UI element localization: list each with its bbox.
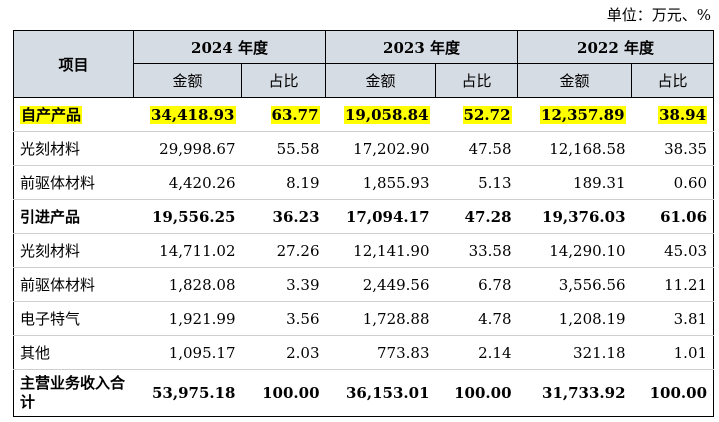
table-cell: 3.39 bbox=[241, 267, 326, 302]
table-cell: 38.35 bbox=[631, 131, 715, 166]
header-year-2023: 2023 年度 bbox=[325, 30, 519, 64]
table-cell: 14,711.02 bbox=[133, 233, 242, 268]
table-cell: 8.19 bbox=[241, 165, 326, 200]
table-cell: 3.56 bbox=[241, 301, 326, 336]
table-cell: 5.13 bbox=[435, 165, 518, 200]
table-cell: 45.03 bbox=[631, 233, 715, 268]
header-year-2022: 2022 年度 bbox=[517, 30, 715, 64]
table-cell: 52.72 bbox=[462, 105, 512, 124]
table-row: 光刻材料 14,711.02 27.26 12,141.90 33.58 14,… bbox=[13, 233, 715, 268]
table-cell: 1,855.93 bbox=[325, 165, 436, 200]
table-cell: 11.21 bbox=[631, 267, 715, 302]
table-cell: 100.00 bbox=[241, 369, 326, 417]
table-cell: 19,376.03 bbox=[517, 199, 632, 234]
table-cell: 55.58 bbox=[241, 131, 326, 166]
header-ratio: 占比 bbox=[240, 63, 327, 98]
table-cell: 29,998.67 bbox=[133, 131, 242, 166]
table-cell: 1,095.17 bbox=[133, 335, 242, 370]
header-amount: 金额 bbox=[133, 63, 242, 98]
table-cell: 17,094.17 bbox=[325, 199, 436, 234]
row-label: 主营业务收入合计 bbox=[13, 369, 134, 417]
table-cell: 47.58 bbox=[435, 131, 518, 166]
table-row: 前驱体材料 4,420.26 8.19 1,855.93 5.13 189.31… bbox=[13, 165, 715, 200]
table-cell: 4.78 bbox=[435, 301, 518, 336]
table-cell: 0.60 bbox=[631, 165, 715, 200]
row-label: 自产产品 bbox=[20, 106, 83, 124]
table-row-total: 主营业务收入合计 53,975.18 100.00 36,153.01 100.… bbox=[13, 369, 715, 417]
table-cell: 27.26 bbox=[241, 233, 326, 268]
table-row: 光刻材料 29,998.67 55.58 17,202.90 47.58 12,… bbox=[13, 131, 715, 166]
table-cell: 2.14 bbox=[435, 335, 518, 370]
table-cell: 34,418.93 bbox=[149, 105, 236, 124]
table-cell: 1.01 bbox=[631, 335, 715, 370]
header-ratio: 占比 bbox=[435, 63, 519, 98]
table-cell: 63.77 bbox=[270, 105, 320, 124]
table-row: 引进产品 19,556.25 36.23 17,094.17 47.28 19,… bbox=[13, 199, 715, 234]
row-label: 引进产品 bbox=[13, 199, 134, 234]
row-label: 前驱体材料 bbox=[13, 165, 134, 200]
table-cell: 2,449.56 bbox=[325, 267, 436, 302]
table-cell: 1,828.08 bbox=[133, 267, 242, 302]
table-cell: 3,556.56 bbox=[517, 267, 632, 302]
table-cell: 36,153.01 bbox=[325, 369, 436, 417]
table-cell: 38.94 bbox=[658, 105, 708, 124]
table-cell: 33.58 bbox=[435, 233, 518, 268]
table-cell: 61.06 bbox=[631, 199, 715, 234]
table-cell: 19,556.25 bbox=[133, 199, 242, 234]
row-label: 光刻材料 bbox=[13, 233, 134, 268]
table-cell: 189.31 bbox=[517, 165, 632, 200]
table-cell: 1,208.19 bbox=[517, 301, 632, 336]
unit-note: 单位：万元、% bbox=[606, 6, 711, 24]
table-row: 前驱体材料 1,828.08 3.39 2,449.56 6.78 3,556.… bbox=[13, 267, 715, 302]
header-item: 项目 bbox=[13, 30, 134, 98]
table-cell: 14,290.10 bbox=[517, 233, 632, 268]
row-label: 前驱体材料 bbox=[13, 267, 134, 302]
table-row: 电子特气 1,921.99 3.56 1,728.88 4.78 1,208.1… bbox=[13, 301, 715, 336]
table-row: 其他 1,095.17 2.03 773.83 2.14 321.18 1.01 bbox=[13, 335, 715, 370]
table-cell: 12,141.90 bbox=[325, 233, 436, 268]
table-cell: 321.18 bbox=[517, 335, 632, 370]
row-label: 光刻材料 bbox=[13, 131, 134, 166]
row-label: 电子特气 bbox=[13, 301, 134, 336]
table-cell: 1,921.99 bbox=[133, 301, 242, 336]
header-amount: 金额 bbox=[517, 63, 633, 98]
table-cell: 17,202.90 bbox=[325, 131, 436, 166]
table-cell: 100.00 bbox=[631, 369, 715, 417]
table-cell: 19,058.84 bbox=[344, 105, 430, 124]
table-cell: 100.00 bbox=[435, 369, 518, 417]
table-cell: 12,168.58 bbox=[517, 131, 632, 166]
table-cell: 47.28 bbox=[435, 199, 518, 234]
table-cell: 3.81 bbox=[631, 301, 715, 336]
header-amount: 金额 bbox=[325, 63, 437, 98]
table-cell: 2.03 bbox=[241, 335, 326, 370]
table-cell: 36.23 bbox=[241, 199, 326, 234]
table-cell: 1,728.88 bbox=[325, 301, 436, 336]
header-ratio: 占比 bbox=[631, 63, 715, 98]
row-label: 其他 bbox=[13, 335, 134, 370]
table-cell: 31,733.92 bbox=[517, 369, 632, 417]
table-cell: 773.83 bbox=[325, 335, 436, 370]
revenue-table: 项目 2024 年度 2023 年度 2022 年度 金额 占比 金额 占比 金… bbox=[13, 30, 715, 417]
header-year-2024: 2024 年度 bbox=[132, 30, 327, 64]
table-cell: 6.78 bbox=[435, 267, 518, 302]
table-cell: 12,357.89 bbox=[540, 105, 626, 124]
table-row: 自产产品 34,418.93 63.77 19,058.84 52.72 12,… bbox=[13, 97, 715, 132]
table-cell: 4,420.26 bbox=[133, 165, 242, 200]
table-cell: 53,975.18 bbox=[133, 369, 242, 417]
